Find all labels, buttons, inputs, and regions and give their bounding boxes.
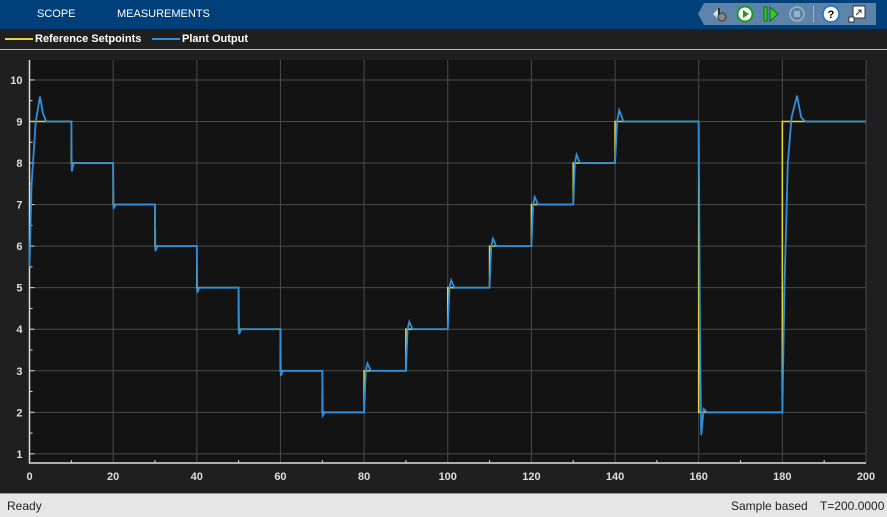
quick-access-toolbar: ? — [698, 3, 876, 25]
y-tick-label: 1 — [16, 449, 22, 461]
legend-swatch-blue — [152, 38, 180, 40]
y-tick-label: 8 — [16, 158, 22, 170]
legend-item-reference[interactable]: Reference Setpoints — [5, 33, 141, 45]
undock-icon[interactable] — [848, 5, 866, 23]
x-tick-label: 0 — [26, 471, 32, 483]
help-icon[interactable]: ? — [822, 5, 840, 23]
step-forward-icon[interactable] — [762, 5, 780, 23]
x-tick-label: 200 — [857, 471, 875, 483]
settings-gear-icon[interactable] — [710, 5, 728, 23]
x-tick-label: 140 — [606, 471, 624, 483]
tab-measurements[interactable]: MEASUREMENTS — [117, 8, 210, 20]
x-tick-label: 20 — [107, 471, 119, 483]
sample-mode: Sample based — [731, 499, 808, 513]
status-text: Ready — [7, 499, 42, 513]
legend-swatch-yellow — [5, 38, 33, 40]
stop-icon[interactable] — [788, 5, 806, 23]
toolstrip: SCOPE MEASUREMENTS ? — [0, 0, 887, 29]
legend: Reference Setpoints Plant Output — [0, 29, 887, 50]
scope-display[interactable]: 0 20 40 60 80 100 120 140 160 180 200 1 2 3 4 5 6 7 8 9 10 — [0, 51, 887, 493]
y-tick-label: 2 — [16, 407, 22, 419]
x-tick-label: 40 — [191, 471, 203, 483]
x-tick-label: 120 — [522, 471, 540, 483]
y-tick-label: 9 — [16, 116, 22, 128]
status-bar: Ready Sample based T=200.0000 — [0, 493, 887, 517]
x-tick-label: 60 — [274, 471, 286, 483]
axes-frame — [28, 60, 866, 464]
y-tick-label: 4 — [16, 324, 23, 336]
y-tick-label: 6 — [16, 241, 22, 253]
run-icon[interactable] — [736, 5, 754, 23]
y-tick-label: 7 — [16, 200, 22, 212]
y-tick-label: 3 — [16, 366, 22, 378]
x-tick-label: 100 — [439, 471, 457, 483]
x-tick-label: 180 — [773, 471, 791, 483]
plant-output-line — [28, 95, 866, 436]
tab-scope[interactable]: SCOPE — [37, 8, 76, 20]
legend-item-plant-output[interactable]: Plant Output — [152, 33, 248, 45]
legend-label: Reference Setpoints — [35, 33, 142, 45]
y-tick-label: 10 — [10, 75, 22, 87]
x-tick-label: 160 — [690, 471, 708, 483]
y-tick-label: 5 — [16, 283, 22, 295]
toolbar-divider — [813, 6, 814, 22]
x-tick-label: 80 — [358, 471, 370, 483]
legend-label: Plant Output — [182, 33, 248, 45]
simulation-time: T=200.0000 — [820, 499, 885, 513]
line-chart: 0 20 40 60 80 100 120 140 160 180 200 1 2 3 4 5 6 7 8 9 10 — [10, 60, 875, 483]
svg-text:?: ? — [828, 9, 835, 21]
